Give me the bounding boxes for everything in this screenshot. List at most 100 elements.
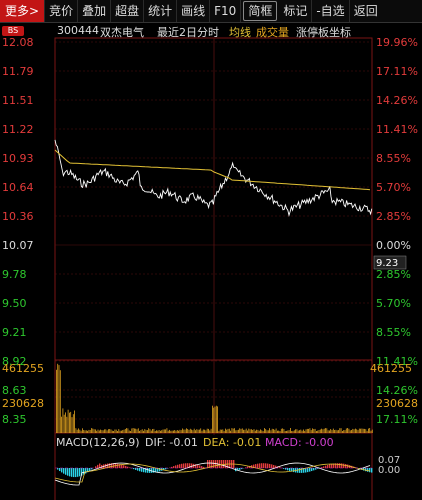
volume-bar (209, 430, 211, 433)
volume-bar (132, 428, 134, 433)
overlay-button[interactable]: 叠加 (78, 0, 112, 22)
stock-code: 300444 (57, 24, 99, 37)
macd-bar (339, 463, 341, 469)
price-tick-label: 8.35 (2, 413, 27, 426)
volume-bar (261, 430, 263, 433)
macd-dea: DEA: -0.01 (203, 436, 261, 449)
period-label[interactable]: 最近2日分时 (157, 26, 219, 39)
macd-bar (171, 466, 173, 469)
statistics-button[interactable]: 统计 (144, 0, 178, 22)
volume-bar (88, 429, 90, 433)
volume-bar (352, 428, 354, 433)
volume-bar (299, 430, 300, 433)
macd-bar (97, 464, 99, 469)
macd-bar (71, 468, 73, 477)
macd-bar (261, 463, 263, 469)
volume-bar (331, 430, 333, 433)
volume-bar (139, 430, 140, 433)
chart-header: 300444 双杰电气 最近2日分时 均线 成交量 涨停板坐标 (0, 24, 422, 39)
volume-bar (165, 429, 166, 433)
macd-bar (89, 468, 91, 471)
super-disk-button[interactable]: 超盘 (111, 0, 145, 22)
volume-bar (296, 429, 298, 433)
macd-bar (221, 460, 223, 469)
macd-bar (347, 464, 349, 469)
macd-bar (57, 468, 59, 470)
back-button[interactable]: 返回 (353, 4, 378, 18)
volume-bar (109, 429, 111, 433)
volume-bar (70, 411, 72, 433)
volume-bar (332, 428, 334, 433)
percent-axis-right: 19.96% 17.11% 14.26% 11.41% 8.55% 5.70% 2.85% 0… (376, 36, 418, 426)
volume-bar (134, 428, 135, 433)
volume-label[interactable]: 成交量 (256, 26, 289, 39)
volume-bar (335, 429, 337, 433)
volume-bar (353, 429, 355, 433)
volume-bar (318, 430, 320, 433)
bidding-button[interactable]: 竞价 (45, 0, 79, 22)
volume-bar (303, 429, 304, 433)
volume-bar (74, 410, 75, 433)
macd-bar (345, 464, 347, 469)
volume-bar (345, 428, 347, 433)
volume-bar (349, 430, 351, 433)
volume-bar (154, 431, 156, 433)
volume-bar (336, 430, 338, 433)
volume-bar (201, 430, 203, 433)
percent-tick-label: 11.41% (376, 123, 418, 136)
volume-bar (270, 430, 272, 433)
volume-bar (245, 428, 247, 433)
volume-bar (365, 429, 367, 433)
macd-bar (267, 463, 269, 469)
volume-bar (348, 428, 350, 433)
macd-bar (333, 463, 335, 469)
macd-bar (165, 468, 167, 470)
macd-bar (151, 468, 153, 473)
macd-bar (133, 468, 135, 470)
percent-tick-label: 2.85% (376, 210, 411, 223)
macd-bar (293, 468, 295, 473)
bs-badge[interactable]: BS (2, 26, 24, 36)
macd-bar (85, 468, 87, 474)
macd-bar (237, 468, 239, 471)
volume-bar (79, 429, 81, 433)
volume-bar (323, 428, 325, 433)
avg-line-label[interactable]: 均线 (229, 26, 251, 39)
volume-bar (61, 416, 62, 433)
volume-bar (119, 430, 121, 433)
volume-bar (356, 429, 358, 433)
macd-bar (239, 468, 241, 470)
volume-bar (316, 431, 317, 433)
volume-bar (206, 428, 208, 433)
volume-bar (236, 430, 238, 433)
volume-bar (257, 429, 259, 433)
f10-button[interactable]: F10 (210, 0, 242, 22)
remove-watchlist-button[interactable]: -自选 (312, 0, 350, 22)
volume-bar (227, 428, 229, 433)
price-tick-label: 10.36 (2, 210, 34, 223)
macd-bar (255, 464, 257, 469)
percent-tick-label: 14.26% (376, 384, 418, 397)
macd-bar (321, 467, 323, 469)
macd-bar (147, 468, 149, 473)
macd-bar (259, 463, 261, 469)
price-axis-left: 12.08 11.79 11.51 11.22 10.93 10.64 10.36 10.07… (2, 36, 34, 426)
draw-line-button[interactable]: 画线 (177, 0, 211, 22)
volume-bar (89, 430, 91, 433)
percent-tick-label: 17.11% (376, 413, 418, 426)
mark-button[interactable]: 标记 (279, 0, 313, 22)
volume-bar (253, 429, 255, 433)
volume-bar (72, 414, 74, 433)
limit-axis-label[interactable]: 涨停板坐标 (296, 26, 351, 39)
simple-frame-button[interactable]: 简框 (243, 1, 278, 21)
more-menu-button[interactable]: 更多> (0, 0, 46, 22)
price-tick-label: 9.21 (2, 326, 27, 339)
macd-bar (69, 468, 71, 477)
volume-bar (87, 430, 88, 433)
volume-bar (140, 430, 142, 433)
volume-bar (186, 428, 187, 433)
volume-bar (182, 428, 183, 433)
macd-bar (337, 463, 339, 469)
volume-bar (226, 429, 228, 433)
